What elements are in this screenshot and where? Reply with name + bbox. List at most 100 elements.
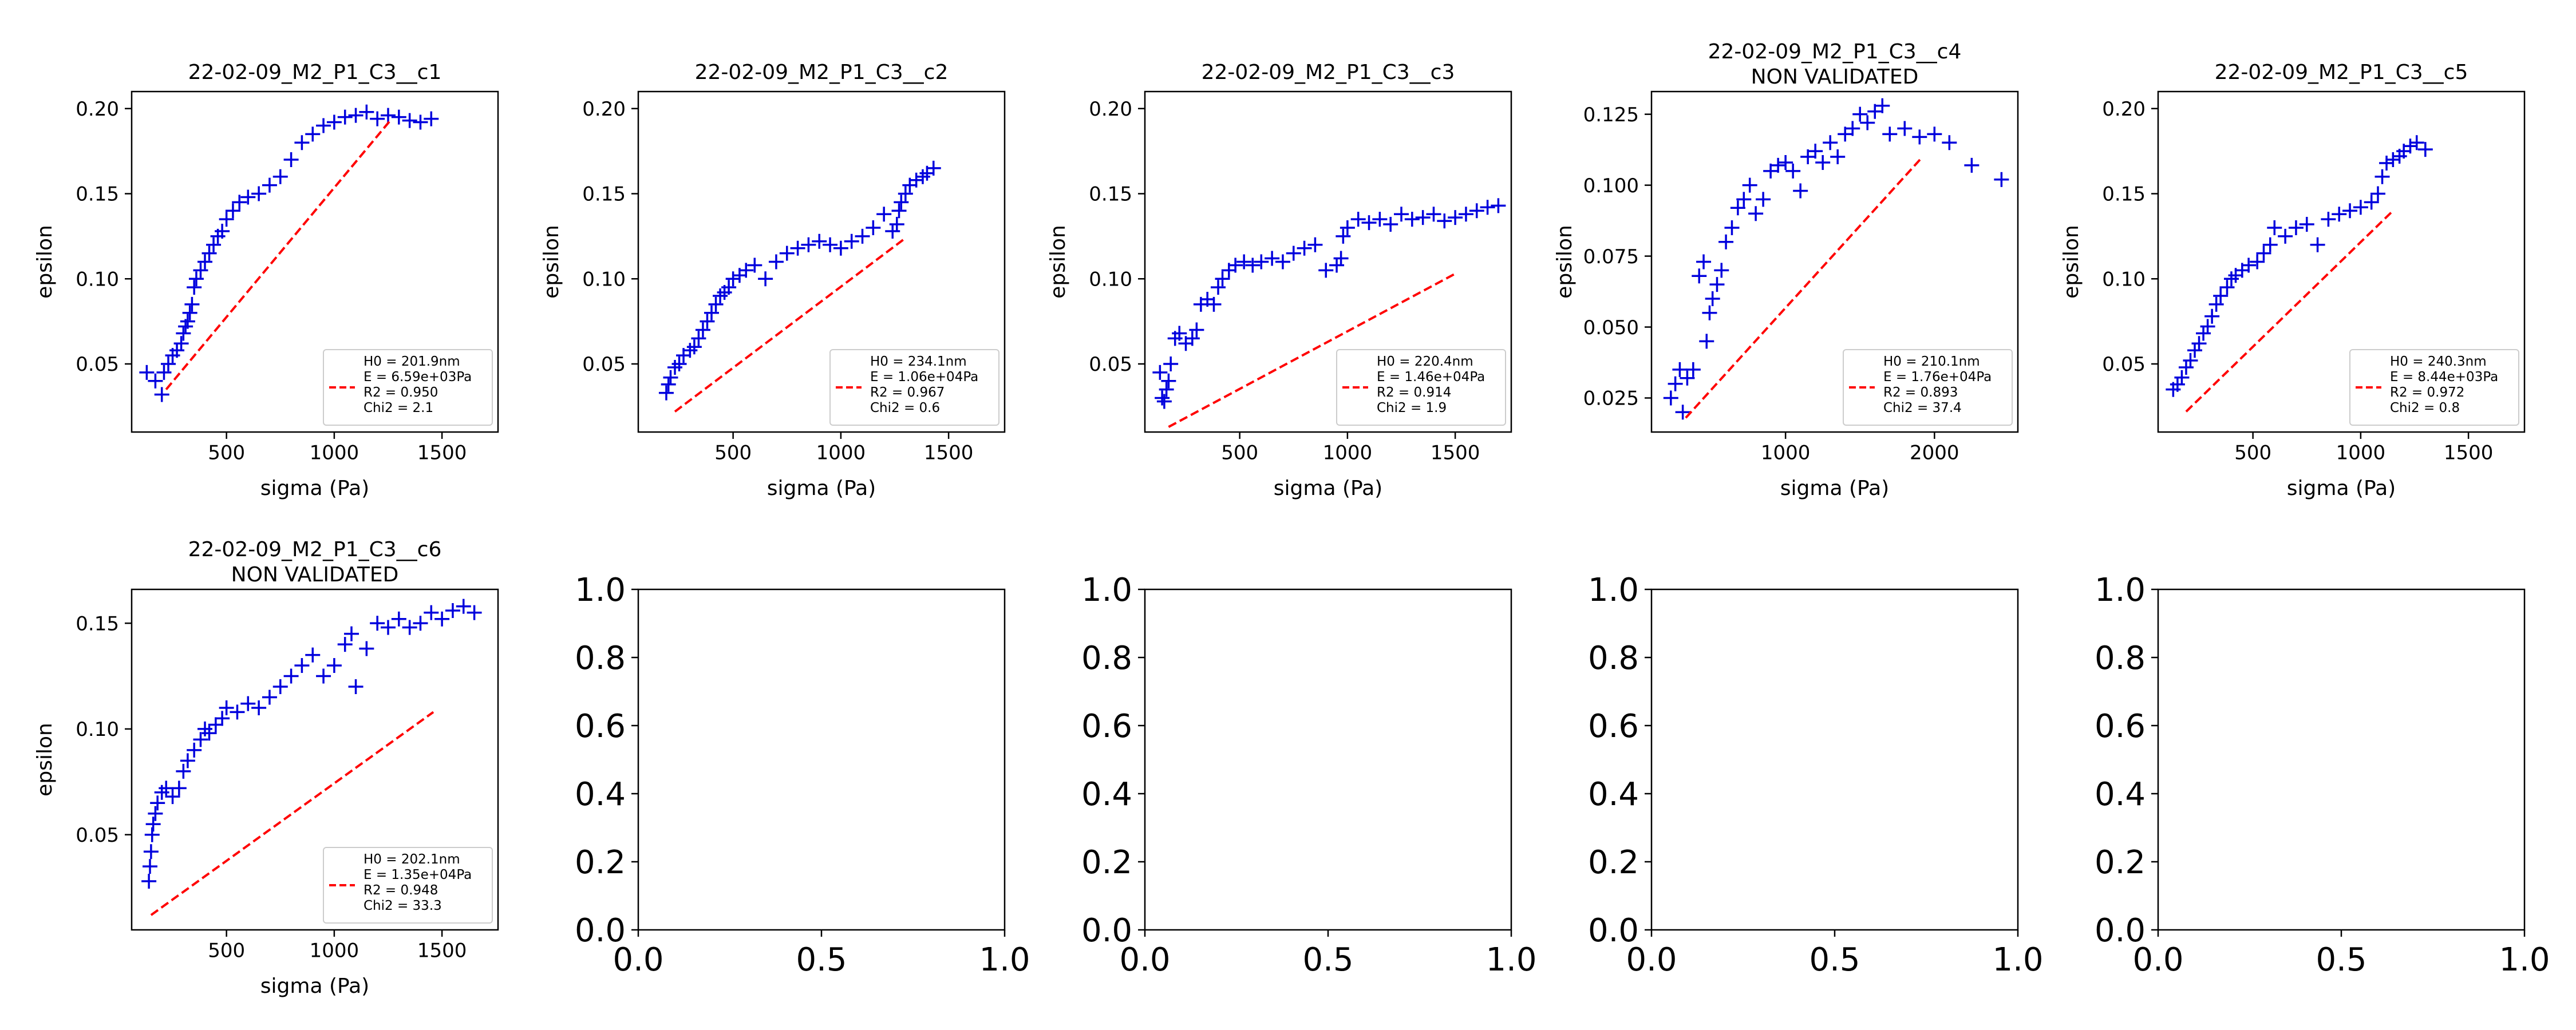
data-point bbox=[2299, 217, 2314, 232]
legend-text: H0 = 210.1nm bbox=[1883, 354, 1980, 369]
fit-line bbox=[165, 120, 392, 390]
legend-text: H0 = 202.1nm bbox=[364, 852, 460, 867]
legend-text: E = 1.35e+04Pa bbox=[364, 867, 472, 882]
data-point bbox=[1702, 305, 1717, 320]
data-point bbox=[1215, 271, 1230, 287]
data-point bbox=[1415, 210, 1431, 225]
data-point bbox=[1159, 382, 1174, 397]
y-tick-label: 0.6 bbox=[1588, 708, 1639, 745]
y-tick-label: 0.10 bbox=[1089, 268, 1132, 291]
data-point bbox=[1236, 254, 1252, 270]
y-tick-label: 0.15 bbox=[2102, 183, 2146, 206]
data-point bbox=[695, 322, 710, 338]
y-tick-label: 0.0 bbox=[2095, 912, 2146, 949]
data-point bbox=[2262, 237, 2278, 252]
y-tick-label: 0.6 bbox=[1081, 708, 1132, 745]
data-point bbox=[2278, 228, 2293, 244]
y-tick-label: 0.6 bbox=[575, 708, 626, 745]
y-tick-label: 0.2 bbox=[575, 844, 626, 881]
data-point bbox=[381, 620, 396, 635]
data-point bbox=[215, 711, 230, 726]
y-tick-label: 0.10 bbox=[76, 718, 119, 741]
data-point bbox=[154, 387, 169, 402]
legend-text: H0 = 220.4nm bbox=[1377, 354, 1473, 369]
data-point bbox=[391, 109, 406, 125]
y-axis-label: epsilon bbox=[33, 723, 57, 797]
data-point bbox=[1808, 144, 1823, 159]
y-tick-label: 0.20 bbox=[1089, 98, 1132, 121]
data-point bbox=[139, 365, 155, 380]
x-axis-label: sigma (Pa) bbox=[767, 477, 876, 500]
y-tick-label: 0.075 bbox=[1583, 245, 1639, 268]
data-point bbox=[187, 742, 202, 758]
data-point bbox=[283, 668, 299, 684]
data-point bbox=[1491, 198, 1506, 213]
subplot-title: 22-02-09_M2_P1_C3__c1 bbox=[188, 61, 442, 84]
plot-area bbox=[658, 160, 941, 413]
data-point bbox=[402, 113, 417, 128]
y-axis-label: epsilon bbox=[33, 225, 57, 299]
data-point bbox=[1668, 376, 1683, 391]
x-tick-label: 0.5 bbox=[796, 941, 847, 978]
y-tick-label: 0.05 bbox=[76, 353, 119, 376]
data-point bbox=[1394, 207, 1409, 222]
y-tick-label: 0.4 bbox=[575, 776, 626, 813]
data-point bbox=[1163, 356, 1179, 371]
data-point bbox=[1685, 362, 1701, 377]
data-point bbox=[359, 104, 374, 120]
y-tick-label: 0.8 bbox=[1081, 640, 1132, 677]
data-point bbox=[1245, 258, 1261, 273]
data-point bbox=[2353, 200, 2368, 215]
data-point bbox=[182, 305, 197, 320]
data-point bbox=[1736, 192, 1752, 207]
x-tick-label: 1500 bbox=[417, 442, 467, 465]
subplot-8: 0.0 0.5 1.0 0.0 0.2 0.4 0.6 0.8 1.0 bbox=[1081, 572, 1537, 978]
data-point bbox=[219, 212, 234, 227]
data-point bbox=[370, 111, 385, 126]
fit-line bbox=[1168, 272, 1456, 428]
data-point bbox=[790, 240, 805, 256]
data-point bbox=[202, 726, 217, 741]
y-axis-label: epsilon bbox=[1553, 225, 1577, 299]
legend-text: R2 = 0.972 bbox=[2390, 385, 2464, 400]
y-tick-label: 1.0 bbox=[2095, 572, 2146, 609]
x-tick-label: 1000 bbox=[310, 442, 359, 465]
legend-text: R2 = 0.948 bbox=[364, 883, 438, 898]
plot-area bbox=[1663, 98, 2009, 420]
data-point bbox=[1699, 334, 1714, 349]
data-point bbox=[219, 700, 234, 715]
data-point bbox=[1680, 370, 1695, 386]
data-point bbox=[1307, 237, 1323, 252]
legend-text: R2 = 0.967 bbox=[870, 385, 945, 400]
data-point bbox=[305, 126, 321, 142]
data-point bbox=[1228, 258, 1243, 273]
data-point bbox=[1800, 149, 1816, 165]
y-tick-label: 0.125 bbox=[1583, 104, 1639, 126]
data-point bbox=[779, 245, 795, 261]
data-point bbox=[1718, 234, 1734, 249]
data-point bbox=[1333, 251, 1349, 266]
x-tick-label: 1500 bbox=[924, 442, 974, 465]
y-tick-label: 0.8 bbox=[575, 640, 626, 677]
axes-frame bbox=[1144, 90, 1512, 433]
y-tick-label: 0.10 bbox=[2102, 268, 2146, 291]
x-tick-label: 0.0 bbox=[1119, 941, 1170, 978]
data-point bbox=[1897, 121, 1913, 136]
data-point bbox=[908, 172, 924, 188]
data-point bbox=[1404, 212, 1420, 227]
y-tick-label: 0.10 bbox=[582, 268, 626, 291]
y-tick-label: 0.2 bbox=[2095, 844, 2146, 881]
data-point bbox=[188, 271, 204, 287]
data-point bbox=[391, 611, 406, 627]
data-point bbox=[1748, 206, 1764, 221]
y-tick-label: 0.100 bbox=[1583, 175, 1639, 197]
data-point bbox=[156, 365, 172, 380]
data-point bbox=[2403, 138, 2418, 154]
data-point bbox=[456, 599, 471, 614]
legend-box bbox=[829, 349, 999, 426]
y-tick-label: 0.4 bbox=[1588, 776, 1639, 813]
data-point bbox=[206, 237, 222, 252]
data-point bbox=[1793, 183, 1808, 199]
legend-text: E = 1.76e+04Pa bbox=[1883, 370, 1992, 385]
